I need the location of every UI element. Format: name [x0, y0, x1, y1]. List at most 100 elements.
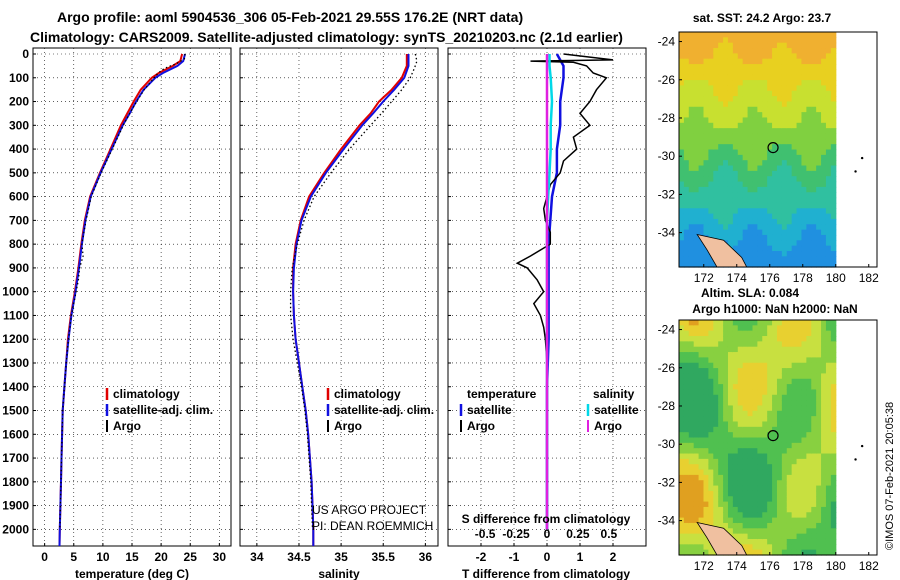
map-cell — [703, 426, 709, 433]
map-cell — [683, 469, 690, 476]
map-cell — [762, 256, 768, 263]
map-cell — [723, 58, 729, 65]
map-cell — [772, 202, 778, 209]
map-cell — [781, 448, 788, 455]
map-cell — [723, 69, 729, 76]
map-cell — [737, 234, 744, 241]
map-cell — [742, 256, 749, 263]
map-cell — [776, 85, 783, 92]
map-cell — [762, 197, 768, 204]
map-cell — [718, 80, 724, 87]
map-cell — [752, 437, 758, 444]
map-cell — [811, 501, 817, 508]
map-cell — [747, 501, 754, 508]
map-cell — [776, 202, 783, 209]
map-cell — [718, 117, 724, 124]
map-cell — [732, 320, 739, 326]
map-cell — [830, 128, 837, 135]
map-cell — [718, 496, 724, 503]
map-cell — [811, 442, 817, 449]
map-cell — [806, 192, 812, 199]
map-cell — [693, 144, 700, 151]
map-cell — [821, 320, 827, 326]
map-cell — [762, 357, 768, 364]
map-cell — [786, 245, 793, 252]
map-cell — [762, 176, 768, 183]
map-cell — [781, 421, 788, 428]
map-cell — [801, 53, 807, 60]
map-cell — [683, 261, 690, 268]
map-cell — [713, 53, 719, 60]
map-cell — [737, 410, 744, 417]
map-cell — [786, 170, 793, 177]
map-cell — [825, 170, 832, 177]
map-cell — [767, 453, 773, 460]
map-cell — [747, 117, 754, 124]
map-cell — [679, 245, 685, 252]
map-cell — [801, 234, 807, 241]
map-cell — [772, 426, 778, 433]
map-cell — [801, 341, 807, 348]
map-cell — [830, 245, 837, 252]
map-cell — [693, 74, 700, 81]
map-cell — [786, 229, 793, 236]
map-cell — [757, 160, 763, 167]
map-cell — [806, 522, 812, 529]
map-cell — [806, 496, 812, 503]
map-cell — [732, 234, 739, 241]
map-cell — [737, 64, 744, 70]
map-cell — [688, 256, 695, 263]
map-cell — [830, 133, 837, 140]
map-cell — [816, 501, 822, 508]
map-cell — [781, 112, 788, 119]
map-cell — [683, 112, 690, 119]
map-cell — [821, 64, 827, 70]
legend-label-t-argo: Argo — [467, 419, 495, 433]
map-cell — [713, 186, 719, 193]
map-cell — [806, 389, 812, 396]
depth-tick-label: 600 — [9, 190, 29, 204]
map-cell — [772, 117, 778, 124]
map-cell — [830, 256, 837, 263]
map-cell — [781, 122, 788, 129]
map-cell — [737, 522, 744, 529]
map-cell — [737, 341, 744, 348]
map-cell — [747, 517, 754, 524]
map-cell — [781, 106, 788, 113]
map-cell — [772, 48, 778, 54]
map-cell — [693, 32, 700, 38]
map-cell — [767, 122, 773, 129]
map-cell — [767, 192, 773, 199]
map-cell — [752, 448, 758, 455]
map-cell — [688, 48, 695, 54]
map-cell — [708, 394, 714, 401]
map-cell — [703, 325, 709, 332]
map-cell — [791, 341, 798, 348]
map-cell — [683, 368, 690, 375]
map-cell — [679, 165, 685, 172]
map-cell — [688, 336, 695, 342]
map-cell — [806, 160, 812, 167]
map-cell — [776, 42, 783, 49]
map-cell — [732, 138, 739, 145]
island-marker — [854, 458, 857, 461]
map-cell — [776, 37, 783, 44]
map-cell — [737, 53, 744, 60]
map-cell — [781, 42, 788, 49]
map-cell — [801, 453, 807, 460]
map-cell — [786, 165, 793, 172]
map-cell — [806, 549, 812, 556]
map-cell — [752, 458, 758, 465]
map-cell — [688, 448, 695, 455]
map-cell — [742, 522, 749, 529]
map-cell — [737, 74, 744, 81]
map-cell — [698, 229, 705, 236]
map-cell — [791, 325, 798, 332]
map-cell — [772, 469, 778, 476]
map-cell — [781, 170, 788, 177]
map-cell — [767, 336, 773, 342]
map-cell — [747, 186, 754, 193]
map-cell — [781, 410, 788, 417]
map-cell — [708, 128, 714, 135]
map-cell — [703, 37, 709, 44]
